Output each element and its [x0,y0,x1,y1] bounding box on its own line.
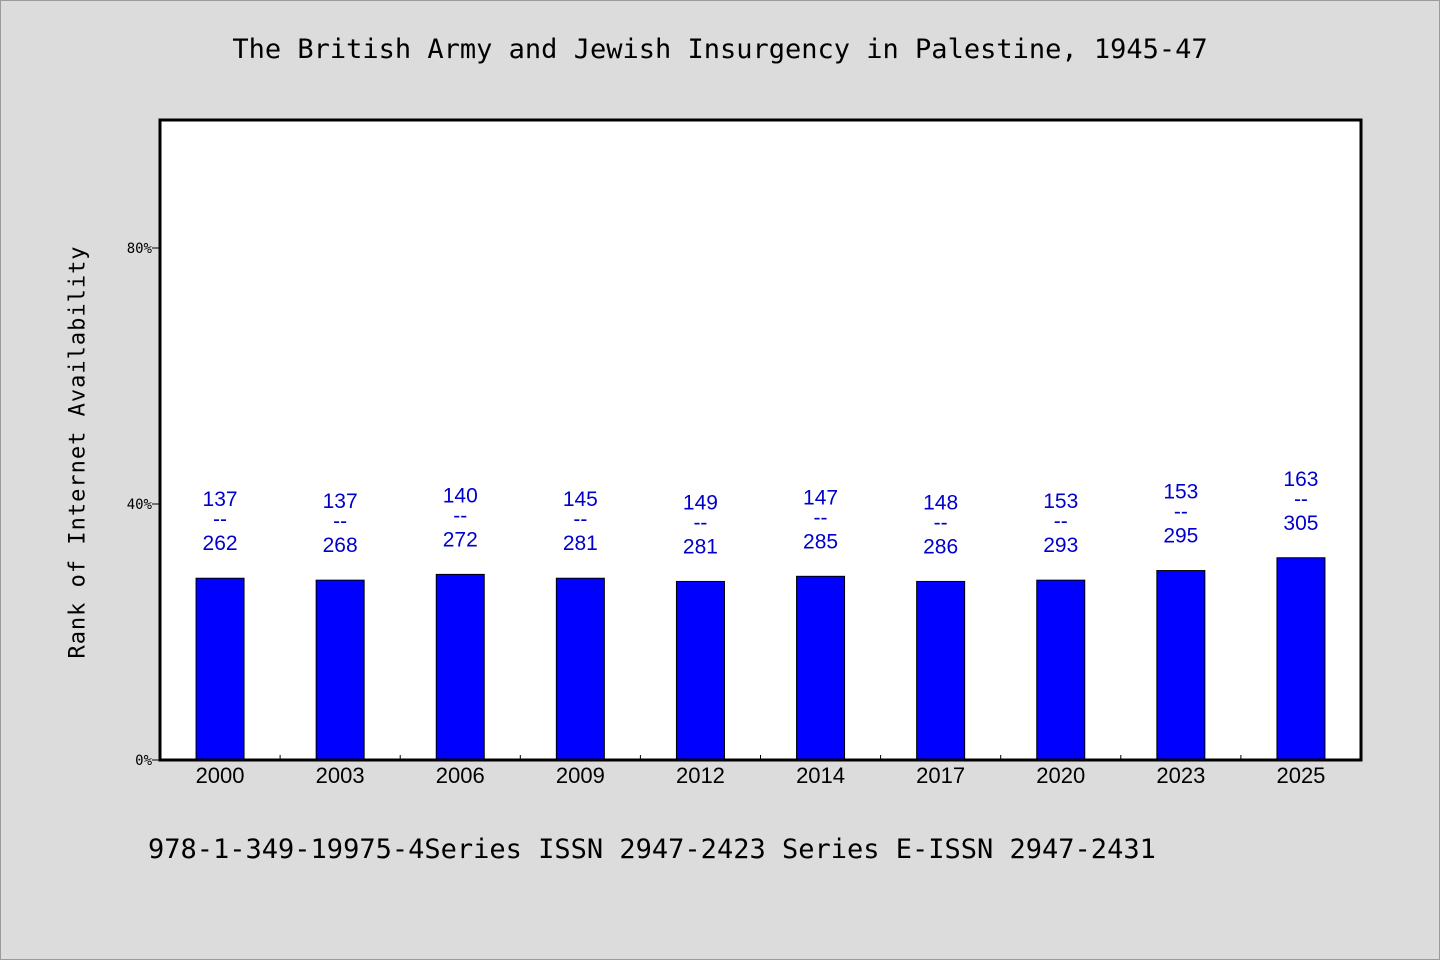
x-tick-label: 2009 [556,763,605,788]
bar-2006 [435,573,485,761]
data-label-separator: -- [213,508,227,531]
bar-2025 [1276,557,1326,761]
data-label-top: 137 [323,490,358,513]
data-label-top: 148 [923,491,958,514]
data-label-separator: -- [1294,488,1308,511]
x-tick-label: 2017 [916,763,965,788]
data-label-bottom: 272 [443,528,478,551]
data-label-separator: -- [693,511,707,534]
data-label-separator: -- [333,510,347,533]
y-tick-label: 80% [127,241,153,257]
x-tick-label: 2020 [1036,763,1085,788]
data-label-top: 145 [563,488,598,511]
y-tick-label: 0% [135,753,152,769]
chart-title: The British Army and Jewish Insurgency i… [232,34,1208,65]
data-label-bottom: 268 [323,534,358,557]
bar-2017 [916,580,966,761]
data-label-separator: -- [814,506,828,529]
x-tick-label: 2003 [316,763,365,788]
data-label-bottom: 295 [1163,525,1198,548]
data-label-separator: -- [934,511,948,534]
footer-isbn-note: 978-1-349-19975-4Series ISSN 2947-2423 S… [148,834,1156,865]
data-label-separator: -- [1174,501,1188,524]
data-label-top: 140 [443,484,478,507]
bar-2023 [1156,570,1206,761]
bar-2000 [195,577,245,761]
bar-2020 [1036,579,1086,761]
x-tick-label: 2023 [1156,763,1205,788]
data-label-top: 153 [1163,481,1198,504]
data-label-bottom: 293 [1043,534,1078,557]
bar-2003 [315,579,365,761]
data-label-bottom: 305 [1283,512,1318,535]
data-label-separator: -- [573,508,587,531]
data-label-top: 137 [203,488,238,511]
data-label-top: 153 [1043,490,1078,513]
data-label-separator: -- [453,504,467,527]
x-tick-label: 2006 [436,763,485,788]
data-label-bottom: 281 [683,535,718,558]
y-tick-label: 40% [127,497,153,513]
data-label-bottom: 286 [923,535,958,558]
x-tick-label: 2000 [196,763,245,788]
data-label-bottom: 262 [203,532,238,555]
x-tick-label: 2014 [796,763,845,788]
data-label-separator: -- [1054,510,1068,533]
bar-2012 [675,580,725,761]
x-tick-label: 2012 [676,763,725,788]
data-label-bottom: 281 [563,532,598,555]
data-label-top: 147 [803,486,838,509]
plot-border [158,118,1363,762]
data-label-top: 163 [1283,468,1318,491]
x-tick-label: 2025 [1276,763,1325,788]
data-label-bottom: 285 [803,530,838,553]
bar-2014 [796,575,846,761]
bar-2009 [555,577,605,761]
data-label-top: 149 [683,491,718,514]
